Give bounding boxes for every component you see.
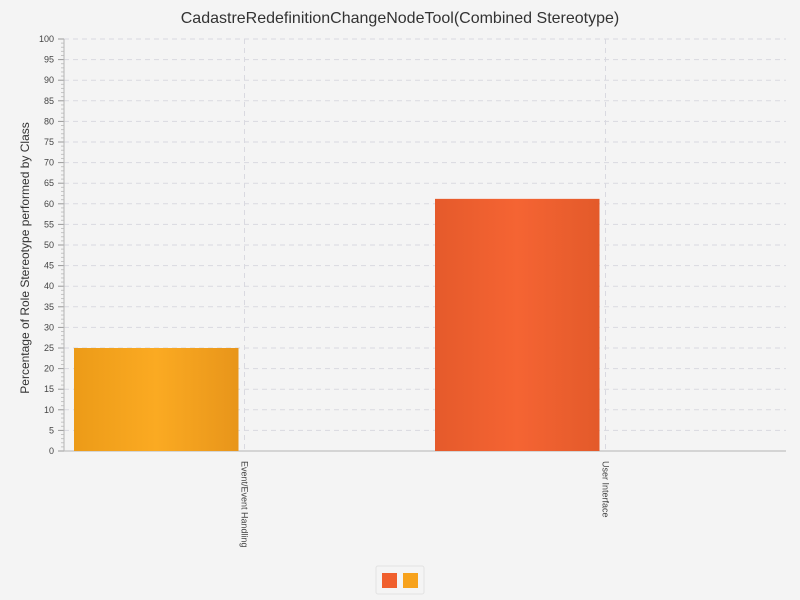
y-tick-label: 90 xyxy=(44,75,54,85)
y-tick-label: 25 xyxy=(44,343,54,353)
y-tick-label: 5 xyxy=(49,425,54,435)
y-tick-label: 60 xyxy=(44,199,54,209)
y-tick-label: 80 xyxy=(44,116,54,126)
y-tick-label: 50 xyxy=(44,240,54,250)
bar xyxy=(435,198,600,451)
y-tick-label: 65 xyxy=(44,178,54,188)
y-tick-label: 10 xyxy=(44,405,54,415)
legend-swatch xyxy=(382,573,397,588)
y-tick-label: 20 xyxy=(44,364,54,374)
y-tick-label: 75 xyxy=(44,137,54,147)
y-tick-label: 0 xyxy=(49,446,54,456)
chart-title: CadastreRedefinitionChangeNodeTool(Combi… xyxy=(181,10,619,27)
y-tick-label: 70 xyxy=(44,158,54,168)
x-tick-label: Event/Event Handling xyxy=(240,461,250,548)
y-tick-label: 95 xyxy=(44,55,54,65)
legend xyxy=(375,565,425,595)
x-tick-label: User Interface xyxy=(601,461,611,518)
y-tick-label: 15 xyxy=(44,384,54,394)
y-tick-label: 35 xyxy=(44,302,54,312)
bar xyxy=(74,348,239,451)
y-tick-label: 45 xyxy=(44,261,54,271)
y-tick-label: 100 xyxy=(39,34,54,44)
bars xyxy=(74,198,600,451)
y-tick-label: 55 xyxy=(44,219,54,229)
gridlines xyxy=(64,38,786,451)
x-axis-labels: Event/Event Handling User Interface xyxy=(240,461,611,548)
legend-swatch xyxy=(403,573,418,588)
y-tick-label: 30 xyxy=(44,322,54,332)
y-axis-label: Percentage of Role Stereotype performed … xyxy=(18,122,32,393)
y-tick-label: 40 xyxy=(44,281,54,291)
y-tick-label: 85 xyxy=(44,96,54,106)
